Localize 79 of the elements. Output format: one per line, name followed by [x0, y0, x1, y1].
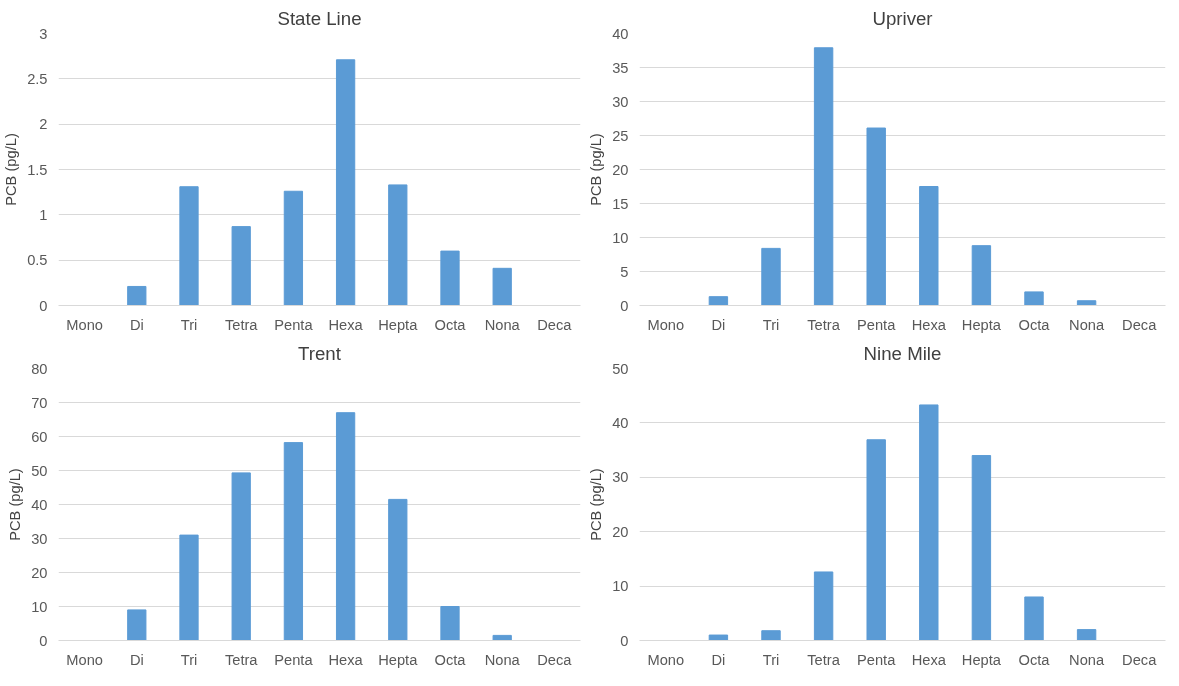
y-tick-label: 10 [612, 229, 629, 246]
y-tick-label: 2.5 [27, 70, 48, 87]
y-axis-title: PCB (pg/L) [588, 468, 605, 541]
x-tick-label: Di [711, 651, 726, 668]
x-tick-label: Di [129, 651, 144, 668]
x-tick-label: Hexa [328, 651, 364, 668]
y-tick-label: 70 [31, 394, 48, 411]
y-tick-label: 60 [31, 428, 48, 445]
x-tick-label: Octa [434, 316, 467, 333]
y-tick-label: 40 [612, 414, 629, 431]
y-tick-label: 15 [612, 195, 629, 212]
x-tick-label: Hepta [961, 316, 1002, 333]
x-tick-label: Tri [762, 316, 780, 333]
x-tick-label: Tri [180, 651, 198, 668]
x-tick-label: Tetra [224, 316, 259, 333]
y-tick-label: 20 [612, 523, 629, 540]
chart-title: State Line [277, 7, 362, 29]
x-tick-label: Mono [647, 651, 685, 668]
x-tick-label: Penta [857, 316, 897, 333]
x-tick-label: Hepta [378, 651, 419, 668]
x-tick-label: Tri [762, 651, 780, 668]
y-tick-label: 80 [31, 360, 48, 377]
x-tick-label: Octa [434, 651, 467, 668]
x-tick-label: Nona [1069, 651, 1105, 668]
x-tick-label: Mono [66, 316, 103, 333]
y-tick-label: 30 [612, 469, 629, 486]
x-tick-label: Tetra [807, 316, 841, 333]
x-tick-label: Di [711, 316, 726, 333]
x-tick-label: Deca [1122, 651, 1158, 668]
y-tick-label: 50 [31, 462, 48, 479]
x-tick-label: Tri [180, 316, 198, 333]
x-tick-label: Octa [1018, 651, 1051, 668]
x-tick-label: Deca [537, 651, 573, 668]
x-tick-label: Tetra [224, 651, 259, 668]
y-tick-label: 10 [612, 578, 629, 595]
y-tick-label: 0 [39, 632, 48, 649]
x-tick-label: Nona [1069, 316, 1105, 333]
x-tick-label: Hepta [961, 651, 1002, 668]
x-tick-label: Penta [857, 651, 897, 668]
x-tick-label: Di [129, 316, 144, 333]
y-tick-label: 1.5 [27, 161, 48, 178]
chart-title: Upriver [872, 7, 933, 29]
y-tick-label: 40 [31, 496, 48, 513]
y-tick-label: 3 [39, 25, 48, 42]
y-tick-label: 40 [612, 25, 629, 42]
y-axis-title: PCB (pg/L) [588, 133, 605, 206]
y-tick-label: 2 [39, 116, 48, 133]
x-tick-label: Tetra [807, 651, 841, 668]
y-tick-label: 20 [612, 161, 629, 178]
y-tick-label: 25 [612, 127, 629, 144]
x-tick-label: Penta [274, 651, 314, 668]
x-tick-label: Deca [537, 316, 573, 333]
y-tick-label: 35 [612, 59, 629, 76]
x-tick-label: Mono [647, 316, 685, 333]
y-tick-label: 30 [612, 93, 629, 110]
y-axis-title: PCB (pg/L) [3, 133, 20, 206]
x-tick-label: Octa [1018, 316, 1051, 333]
y-tick-label: 0.5 [27, 252, 48, 269]
y-tick-label: 5 [620, 263, 629, 280]
x-tick-label: Hepta [378, 316, 419, 333]
x-tick-label: Hexa [328, 316, 364, 333]
y-axis-title: PCB (pg/L) [7, 468, 24, 541]
y-tick-label: 50 [612, 360, 629, 377]
x-tick-label: Hexa [911, 316, 947, 333]
x-tick-label: Nona [484, 651, 521, 668]
x-tick-label: Nona [484, 316, 521, 333]
chart-title: Trent [298, 342, 342, 364]
x-tick-label: Deca [1122, 316, 1158, 333]
y-tick-label: 0 [39, 297, 48, 314]
chart-title: Nine Mile [863, 342, 942, 364]
y-tick-label: 20 [31, 564, 48, 581]
y-tick-label: 0 [620, 297, 629, 314]
y-tick-label: 30 [31, 530, 48, 547]
x-tick-label: Hexa [911, 651, 947, 668]
x-tick-label: Penta [274, 316, 314, 333]
y-tick-label: 0 [620, 632, 629, 649]
x-tick-label: Mono [66, 651, 103, 668]
y-tick-label: 1 [39, 206, 48, 223]
y-tick-label: 10 [31, 598, 48, 615]
